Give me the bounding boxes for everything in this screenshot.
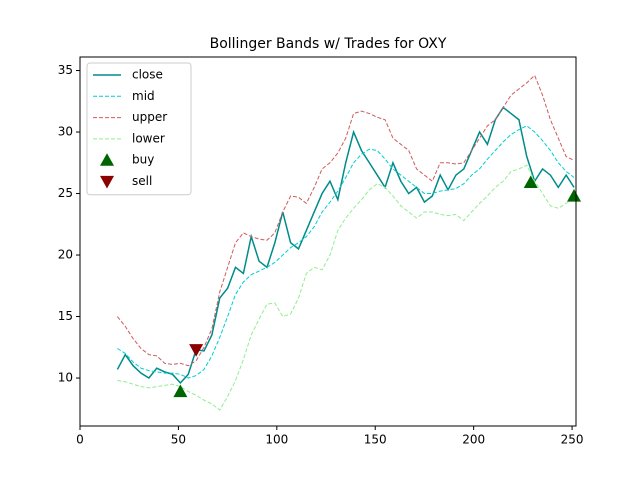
legend-label: mid: [132, 89, 155, 103]
x-tick-label: 0: [76, 433, 84, 447]
trade-marker: [189, 344, 204, 357]
legend-label: close: [132, 68, 163, 82]
plot-frame: [79, 56, 577, 427]
trade-marker: [523, 175, 538, 189]
x-tick-label: 150: [364, 433, 387, 447]
y-tick-label: 25: [58, 186, 73, 200]
y-tick-label: 20: [58, 248, 73, 262]
series-line: [117, 125, 575, 379]
legend-label: buy: [132, 153, 154, 167]
legend-label: lower: [132, 131, 165, 145]
y-tick-label: 30: [58, 125, 73, 139]
legend-label: sell: [132, 174, 152, 188]
legend-marker: [100, 153, 114, 166]
series-line: [117, 164, 575, 411]
legend-marker: [100, 175, 114, 189]
y-tick-label: 35: [58, 63, 73, 77]
legend-label: upper: [132, 110, 167, 124]
series-line: [117, 74, 575, 367]
x-tick-label: 250: [561, 433, 584, 447]
x-tick-label: 50: [171, 433, 186, 447]
trade-marker: [173, 384, 188, 398]
trade-marker: [567, 188, 582, 202]
y-tick-label: 15: [58, 309, 73, 323]
x-tick-label: 200: [462, 433, 485, 447]
chart-title: Bollinger Bands w/ Trades for OXY: [210, 36, 447, 52]
series-line: [116, 106, 575, 385]
y-tick-label: 10: [58, 371, 73, 385]
x-tick-label: 100: [265, 433, 288, 447]
